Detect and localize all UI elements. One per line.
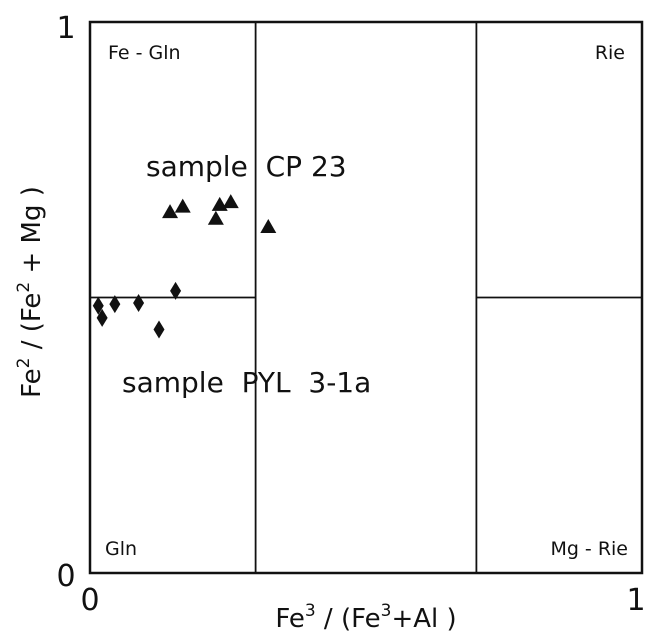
triangle-marker-2: [207, 210, 224, 225]
y-tick-top: 1: [56, 11, 75, 46]
x-tick-left: 0: [80, 583, 99, 618]
diamond-marker-1: [96, 308, 108, 327]
diamond-marker-5: [170, 281, 182, 300]
diamond-marker-2: [109, 295, 121, 314]
annotation-sample-cp23: sample CP 23: [146, 150, 347, 183]
y-axis-label: Fe2 / (Fe2 + Mg ): [14, 186, 47, 398]
data-markers: [92, 194, 277, 339]
field-label-mg-rie: Mg - Rie: [550, 538, 628, 560]
field-label-fe-gln: Fe - Gln: [108, 42, 181, 64]
triangle-marker-1: [174, 198, 191, 213]
diamond-marker-4: [153, 320, 165, 339]
x-tick-right: 1: [626, 583, 645, 618]
field-boundaries: [90, 22, 642, 573]
y-tick-bottom: 0: [56, 559, 75, 594]
field-label-rie: Rie: [595, 42, 625, 64]
triangle-marker-5: [260, 218, 277, 233]
field-label-gln: Gln: [105, 538, 137, 560]
x-axis-label: Fe3 / (Fe3+Al ): [275, 601, 456, 634]
annotation-sample-pyl: sample PYL 3-1a: [122, 366, 371, 399]
triangle-marker-4: [222, 194, 239, 209]
triangle-marker-0: [162, 204, 179, 219]
diamond-marker-0: [92, 296, 104, 315]
diamond-marker-3: [133, 294, 145, 313]
